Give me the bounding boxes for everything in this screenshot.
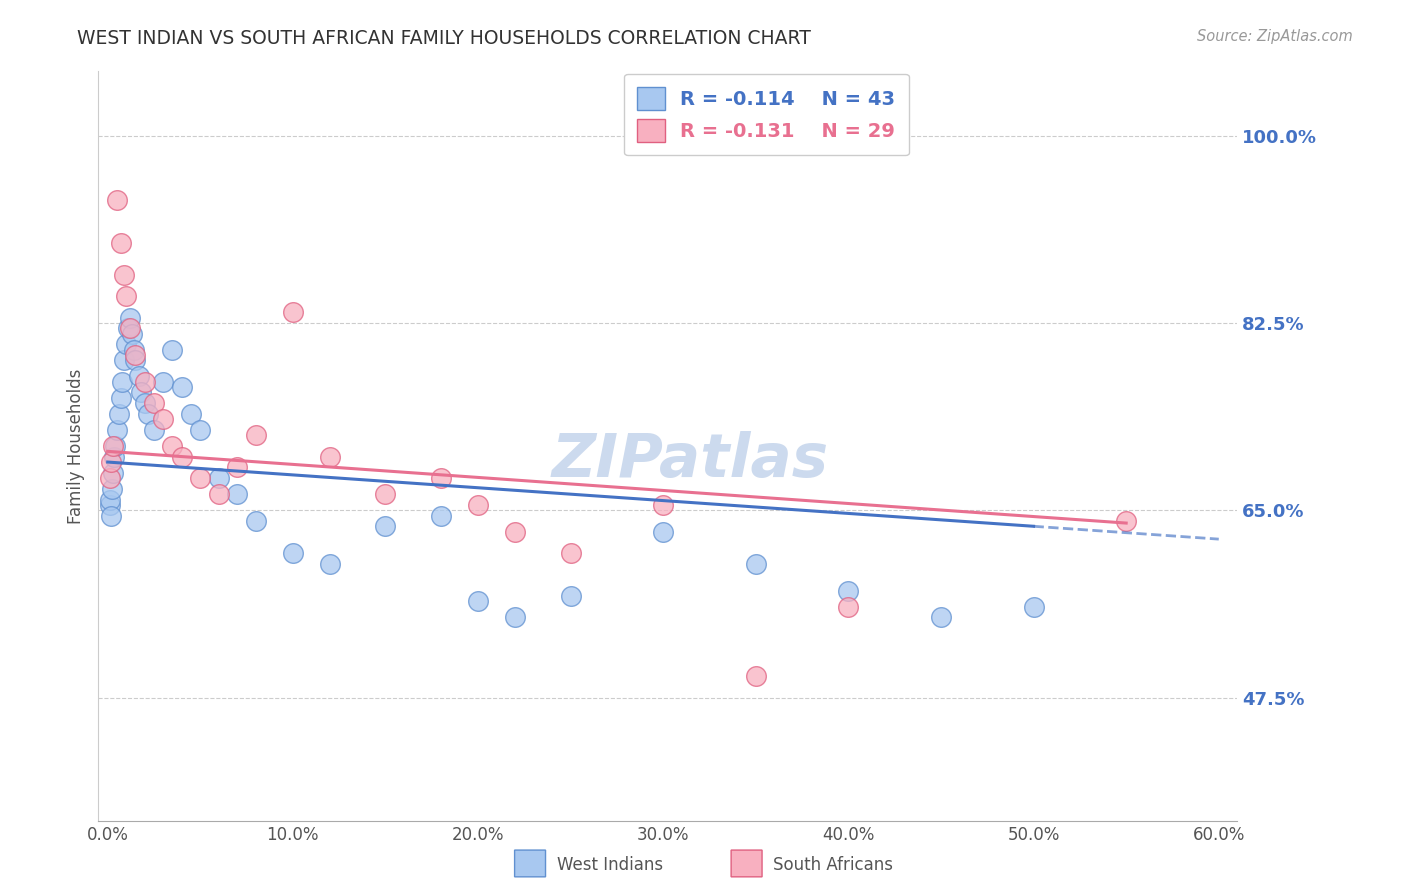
Point bbox=[111, 375, 134, 389]
Point bbox=[652, 524, 675, 539]
Point bbox=[837, 583, 859, 598]
Point bbox=[208, 471, 231, 485]
Point bbox=[103, 439, 125, 453]
Y-axis label: Family Households: Family Households bbox=[66, 368, 84, 524]
Text: ZIPatlas: ZIPatlas bbox=[553, 432, 830, 491]
Point bbox=[122, 343, 145, 357]
Point bbox=[745, 669, 768, 683]
Point bbox=[929, 610, 952, 624]
Point bbox=[98, 471, 121, 485]
Text: South Africans: South Africans bbox=[773, 856, 893, 874]
Point bbox=[319, 450, 342, 464]
Point bbox=[115, 337, 138, 351]
Legend: R = -0.114    N = 43, R = -0.131    N = 29: R = -0.114 N = 43, R = -0.131 N = 29 bbox=[624, 73, 908, 155]
Point bbox=[107, 407, 129, 421]
Point bbox=[105, 193, 128, 207]
Point bbox=[467, 594, 489, 608]
Point bbox=[143, 423, 166, 437]
Point bbox=[560, 546, 582, 560]
Point bbox=[374, 519, 396, 533]
Point bbox=[101, 482, 124, 496]
Point bbox=[652, 498, 675, 512]
Point bbox=[118, 310, 141, 325]
Point bbox=[170, 450, 193, 464]
Point bbox=[117, 321, 139, 335]
Point bbox=[115, 289, 138, 303]
Point bbox=[837, 599, 859, 614]
Point bbox=[162, 439, 184, 453]
Point bbox=[226, 460, 249, 475]
Point bbox=[430, 508, 453, 523]
Point bbox=[180, 407, 202, 421]
Point bbox=[281, 305, 304, 319]
Point bbox=[100, 508, 122, 523]
Point bbox=[138, 407, 160, 421]
Point bbox=[503, 524, 526, 539]
Point bbox=[124, 353, 146, 368]
Point bbox=[134, 396, 156, 410]
Point bbox=[103, 450, 125, 464]
Point bbox=[105, 423, 128, 437]
Point bbox=[245, 428, 267, 442]
Text: West Indians: West Indians bbox=[557, 856, 662, 874]
Text: WEST INDIAN VS SOUTH AFRICAN FAMILY HOUSEHOLDS CORRELATION CHART: WEST INDIAN VS SOUTH AFRICAN FAMILY HOUS… bbox=[77, 29, 811, 47]
Point bbox=[152, 412, 174, 426]
Point bbox=[129, 385, 152, 400]
Point bbox=[745, 557, 768, 571]
Point bbox=[121, 326, 143, 341]
Point bbox=[162, 343, 184, 357]
Point bbox=[143, 396, 166, 410]
Point bbox=[100, 455, 122, 469]
Point bbox=[124, 348, 146, 362]
Point bbox=[98, 498, 121, 512]
Point bbox=[104, 439, 127, 453]
Point bbox=[281, 546, 304, 560]
Point bbox=[1022, 599, 1045, 614]
Point bbox=[170, 380, 193, 394]
Point bbox=[208, 487, 231, 501]
Point bbox=[467, 498, 489, 512]
Point bbox=[188, 423, 211, 437]
Point bbox=[128, 369, 150, 384]
Point bbox=[103, 466, 125, 480]
Point bbox=[226, 487, 249, 501]
Point bbox=[245, 514, 267, 528]
Point bbox=[1115, 514, 1137, 528]
Point bbox=[134, 375, 156, 389]
Text: Source: ZipAtlas.com: Source: ZipAtlas.com bbox=[1197, 29, 1353, 44]
Point bbox=[430, 471, 453, 485]
Point bbox=[110, 391, 132, 405]
Point bbox=[503, 610, 526, 624]
Point bbox=[100, 492, 122, 507]
Point bbox=[118, 321, 141, 335]
Point bbox=[560, 589, 582, 603]
Point bbox=[110, 235, 132, 250]
Point bbox=[319, 557, 342, 571]
Point bbox=[152, 375, 174, 389]
Point bbox=[374, 487, 396, 501]
Point bbox=[112, 268, 135, 282]
Point bbox=[188, 471, 211, 485]
Point bbox=[112, 353, 135, 368]
